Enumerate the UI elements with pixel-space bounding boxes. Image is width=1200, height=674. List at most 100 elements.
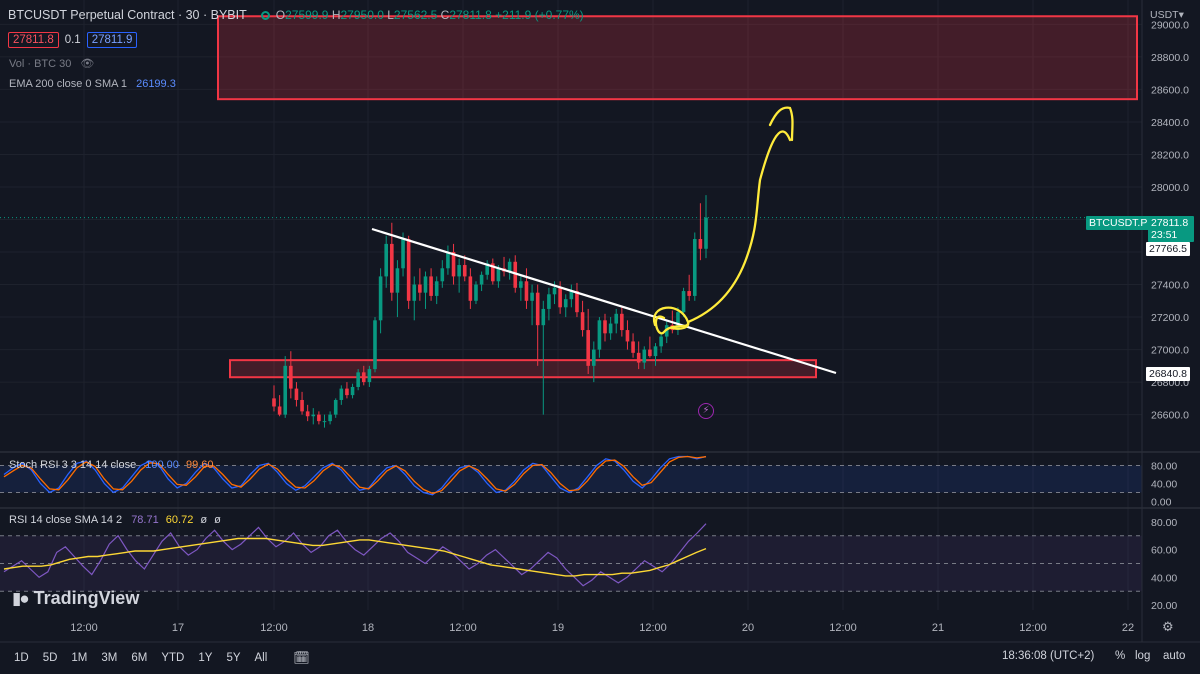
candle-body bbox=[496, 268, 501, 282]
rsi-y-tick: 80.00 bbox=[1151, 517, 1177, 529]
x-tick-label: 17 bbox=[172, 622, 184, 634]
candle-body bbox=[434, 281, 439, 296]
timeframe-1y[interactable]: 1Y bbox=[198, 652, 213, 664]
x-tick-label: 21 bbox=[932, 622, 944, 634]
x-tick-label: 18 bbox=[362, 622, 374, 634]
buy-button[interactable]: 27811.9 bbox=[86, 32, 138, 48]
candle bbox=[524, 268, 529, 309]
candle bbox=[317, 411, 321, 425]
candle-body bbox=[692, 239, 697, 296]
candle bbox=[485, 260, 489, 280]
candle-body bbox=[401, 239, 405, 269]
timeframe-all[interactable]: All bbox=[254, 652, 268, 664]
candle-body bbox=[390, 243, 394, 293]
y-tick-label: 28800.0 bbox=[1151, 52, 1189, 64]
candle-body bbox=[361, 372, 366, 383]
currency-selector[interactable]: USDT▾ bbox=[1150, 9, 1184, 21]
rsi-legend[interactable]: RSI 14 close SMA 14 2 78.71 60.72 ø ø bbox=[9, 514, 221, 526]
eye-hidden-icon[interactable]: 👁 bbox=[80, 58, 95, 70]
candle bbox=[642, 346, 647, 370]
candles bbox=[272, 195, 708, 428]
candle bbox=[620, 307, 624, 337]
timeframe-5y[interactable]: 5Y bbox=[226, 652, 241, 664]
candle-body bbox=[704, 217, 708, 249]
candle bbox=[659, 333, 663, 353]
stoch-y-tick: 0.00 bbox=[1151, 497, 1172, 509]
candle bbox=[350, 383, 355, 399]
timeframe-6m[interactable]: 6M bbox=[131, 652, 148, 664]
timeframe-3m[interactable]: 3M bbox=[101, 652, 118, 664]
stoch-rsi-pane bbox=[0, 455, 1142, 496]
candle-body bbox=[283, 365, 288, 415]
tradingview-logo[interactable]: ▮● TradingView bbox=[12, 588, 140, 608]
rsi-sma-series bbox=[3, 537, 707, 577]
candle-body bbox=[631, 341, 635, 353]
candle bbox=[272, 385, 276, 412]
clock[interactable]: 18:36:08 (UTC+2) bbox=[1002, 650, 1095, 662]
candle-body bbox=[597, 320, 602, 350]
candle bbox=[636, 341, 641, 370]
candle-body bbox=[681, 291, 686, 313]
auto-toggle[interactable]: auto bbox=[1163, 650, 1186, 662]
candle-body bbox=[311, 414, 316, 417]
timeframe-1d[interactable]: 1D bbox=[14, 652, 29, 664]
candle bbox=[519, 276, 523, 301]
candle bbox=[625, 320, 630, 350]
spread-value: 0.1 bbox=[64, 34, 81, 46]
candle-body bbox=[412, 284, 417, 301]
candle-body bbox=[614, 313, 619, 324]
lightning-icon[interactable]: ⚡ bbox=[698, 403, 714, 419]
chart-legend: BTCUSDT Perpetual Contract · 30 · BYBIT … bbox=[8, 8, 584, 22]
x-tick-label: 19 bbox=[552, 622, 564, 634]
y-tick-label: 27000.0 bbox=[1151, 345, 1189, 357]
candle-body bbox=[552, 287, 557, 295]
candle bbox=[423, 271, 428, 309]
candle bbox=[698, 203, 703, 261]
ema-legend[interactable]: EMA 200 close 0 SMA 1 26199.3 bbox=[9, 78, 176, 90]
y-tick-label: 28600.0 bbox=[1151, 84, 1189, 96]
timeframe-ytd[interactable]: YTD bbox=[161, 652, 185, 664]
rsi-y-tick: 20.00 bbox=[1151, 600, 1177, 612]
percent-toggle[interactable]: % bbox=[1115, 650, 1126, 662]
y-tick-label: 28400.0 bbox=[1151, 117, 1189, 129]
bottom-toolbar: 1D 5D 1M 3M 6M YTD 1Y 5Y All 🗓 bbox=[0, 642, 1200, 674]
x-tick-label: 12:00 bbox=[829, 622, 857, 634]
candle-body bbox=[485, 263, 489, 275]
candle-body bbox=[451, 252, 456, 277]
candle-body bbox=[339, 388, 344, 400]
x-tick-label: 12:00 bbox=[260, 622, 288, 634]
candle-body bbox=[418, 284, 422, 293]
candle-body bbox=[317, 414, 321, 422]
candle bbox=[434, 276, 439, 305]
candle bbox=[468, 268, 473, 309]
candle-body bbox=[659, 336, 663, 347]
candle bbox=[300, 391, 304, 415]
candle bbox=[406, 235, 411, 309]
timeframe-5d[interactable]: 5D bbox=[42, 652, 58, 664]
candle-body bbox=[698, 239, 703, 249]
candle bbox=[507, 258, 512, 280]
timeframe-1m[interactable]: 1M bbox=[71, 652, 88, 664]
date-range-icon[interactable]: 🗓 bbox=[293, 650, 310, 665]
stoch-legend[interactable]: Stoch RSI 3 3 14 14 close 100.00 99.60 bbox=[9, 459, 214, 471]
candle bbox=[328, 411, 332, 425]
candle-body bbox=[620, 313, 624, 331]
rsi-series bbox=[3, 523, 707, 587]
candle-body bbox=[547, 294, 551, 309]
log-toggle[interactable]: log bbox=[1135, 650, 1151, 662]
candle bbox=[631, 333, 635, 358]
sell-button[interactable]: 27811.8 bbox=[8, 32, 59, 48]
candle-body bbox=[648, 349, 652, 357]
candle bbox=[311, 408, 316, 425]
candle-body bbox=[328, 414, 332, 422]
volume-legend[interactable]: Vol · BTC 30 👁 bbox=[9, 58, 95, 70]
candle-body bbox=[535, 292, 540, 326]
candle-body bbox=[395, 268, 400, 293]
candle bbox=[322, 414, 327, 428]
settings-gear-icon[interactable]: ⚙ bbox=[1162, 619, 1174, 634]
candle bbox=[401, 232, 405, 277]
candle-body bbox=[333, 399, 338, 415]
symbol-title[interactable]: BTCUSDT Perpetual Contract · 30 · BYBIT bbox=[8, 8, 247, 22]
candle-body bbox=[378, 276, 383, 321]
